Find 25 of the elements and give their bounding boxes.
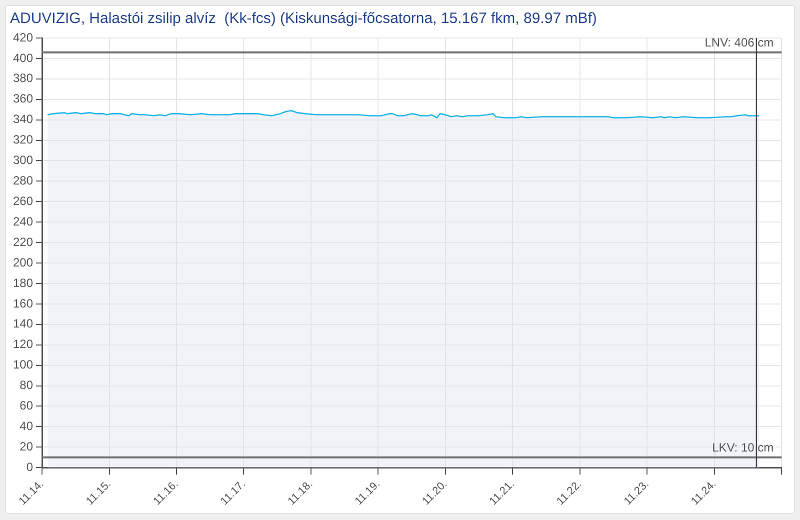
- y-tick-label: 300: [12, 153, 34, 168]
- y-tick-label: 80: [20, 378, 34, 392]
- y-tick-label: 220: [12, 234, 34, 249]
- y-tick-label: 240: [12, 214, 34, 228]
- y-tick-label: 100: [12, 358, 34, 372]
- y-tick-label: 380: [12, 71, 34, 86]
- y-tick-label: 420: [12, 30, 34, 44]
- y-tick-label: 0: [26, 460, 34, 474]
- y-tick-label: 280: [12, 174, 34, 188]
- y-tick-label: 400: [12, 50, 34, 65]
- y-tick-label: 180: [12, 276, 34, 290]
- y-tick-label: 340: [12, 112, 34, 126]
- y-tick-label: 120: [12, 337, 34, 352]
- y-tick-label: 320: [12, 132, 34, 147]
- y-tick-label: 200: [12, 255, 34, 270]
- ref-line-label: LNV: 406 cm: [704, 36, 774, 50]
- ref-line-label: LKV: 10 cm: [712, 440, 774, 455]
- y-tick-label: 60: [20, 398, 34, 413]
- y-tick-label: 40: [20, 419, 34, 434]
- y-tick-label: 260: [12, 194, 34, 208]
- y-tick-label: 360: [12, 92, 34, 106]
- y-tick-label: 140: [12, 316, 34, 331]
- y-tick-label: 160: [12, 296, 34, 310]
- chart-title: ADUVIZIG, Halastói zsilip alvíz (Kk-fcs) (Kiskunsági-főcsatorna, 15.167 fkm, 89.97 mBf): [10, 10, 597, 28]
- y-tick-label: 20: [20, 439, 34, 454]
